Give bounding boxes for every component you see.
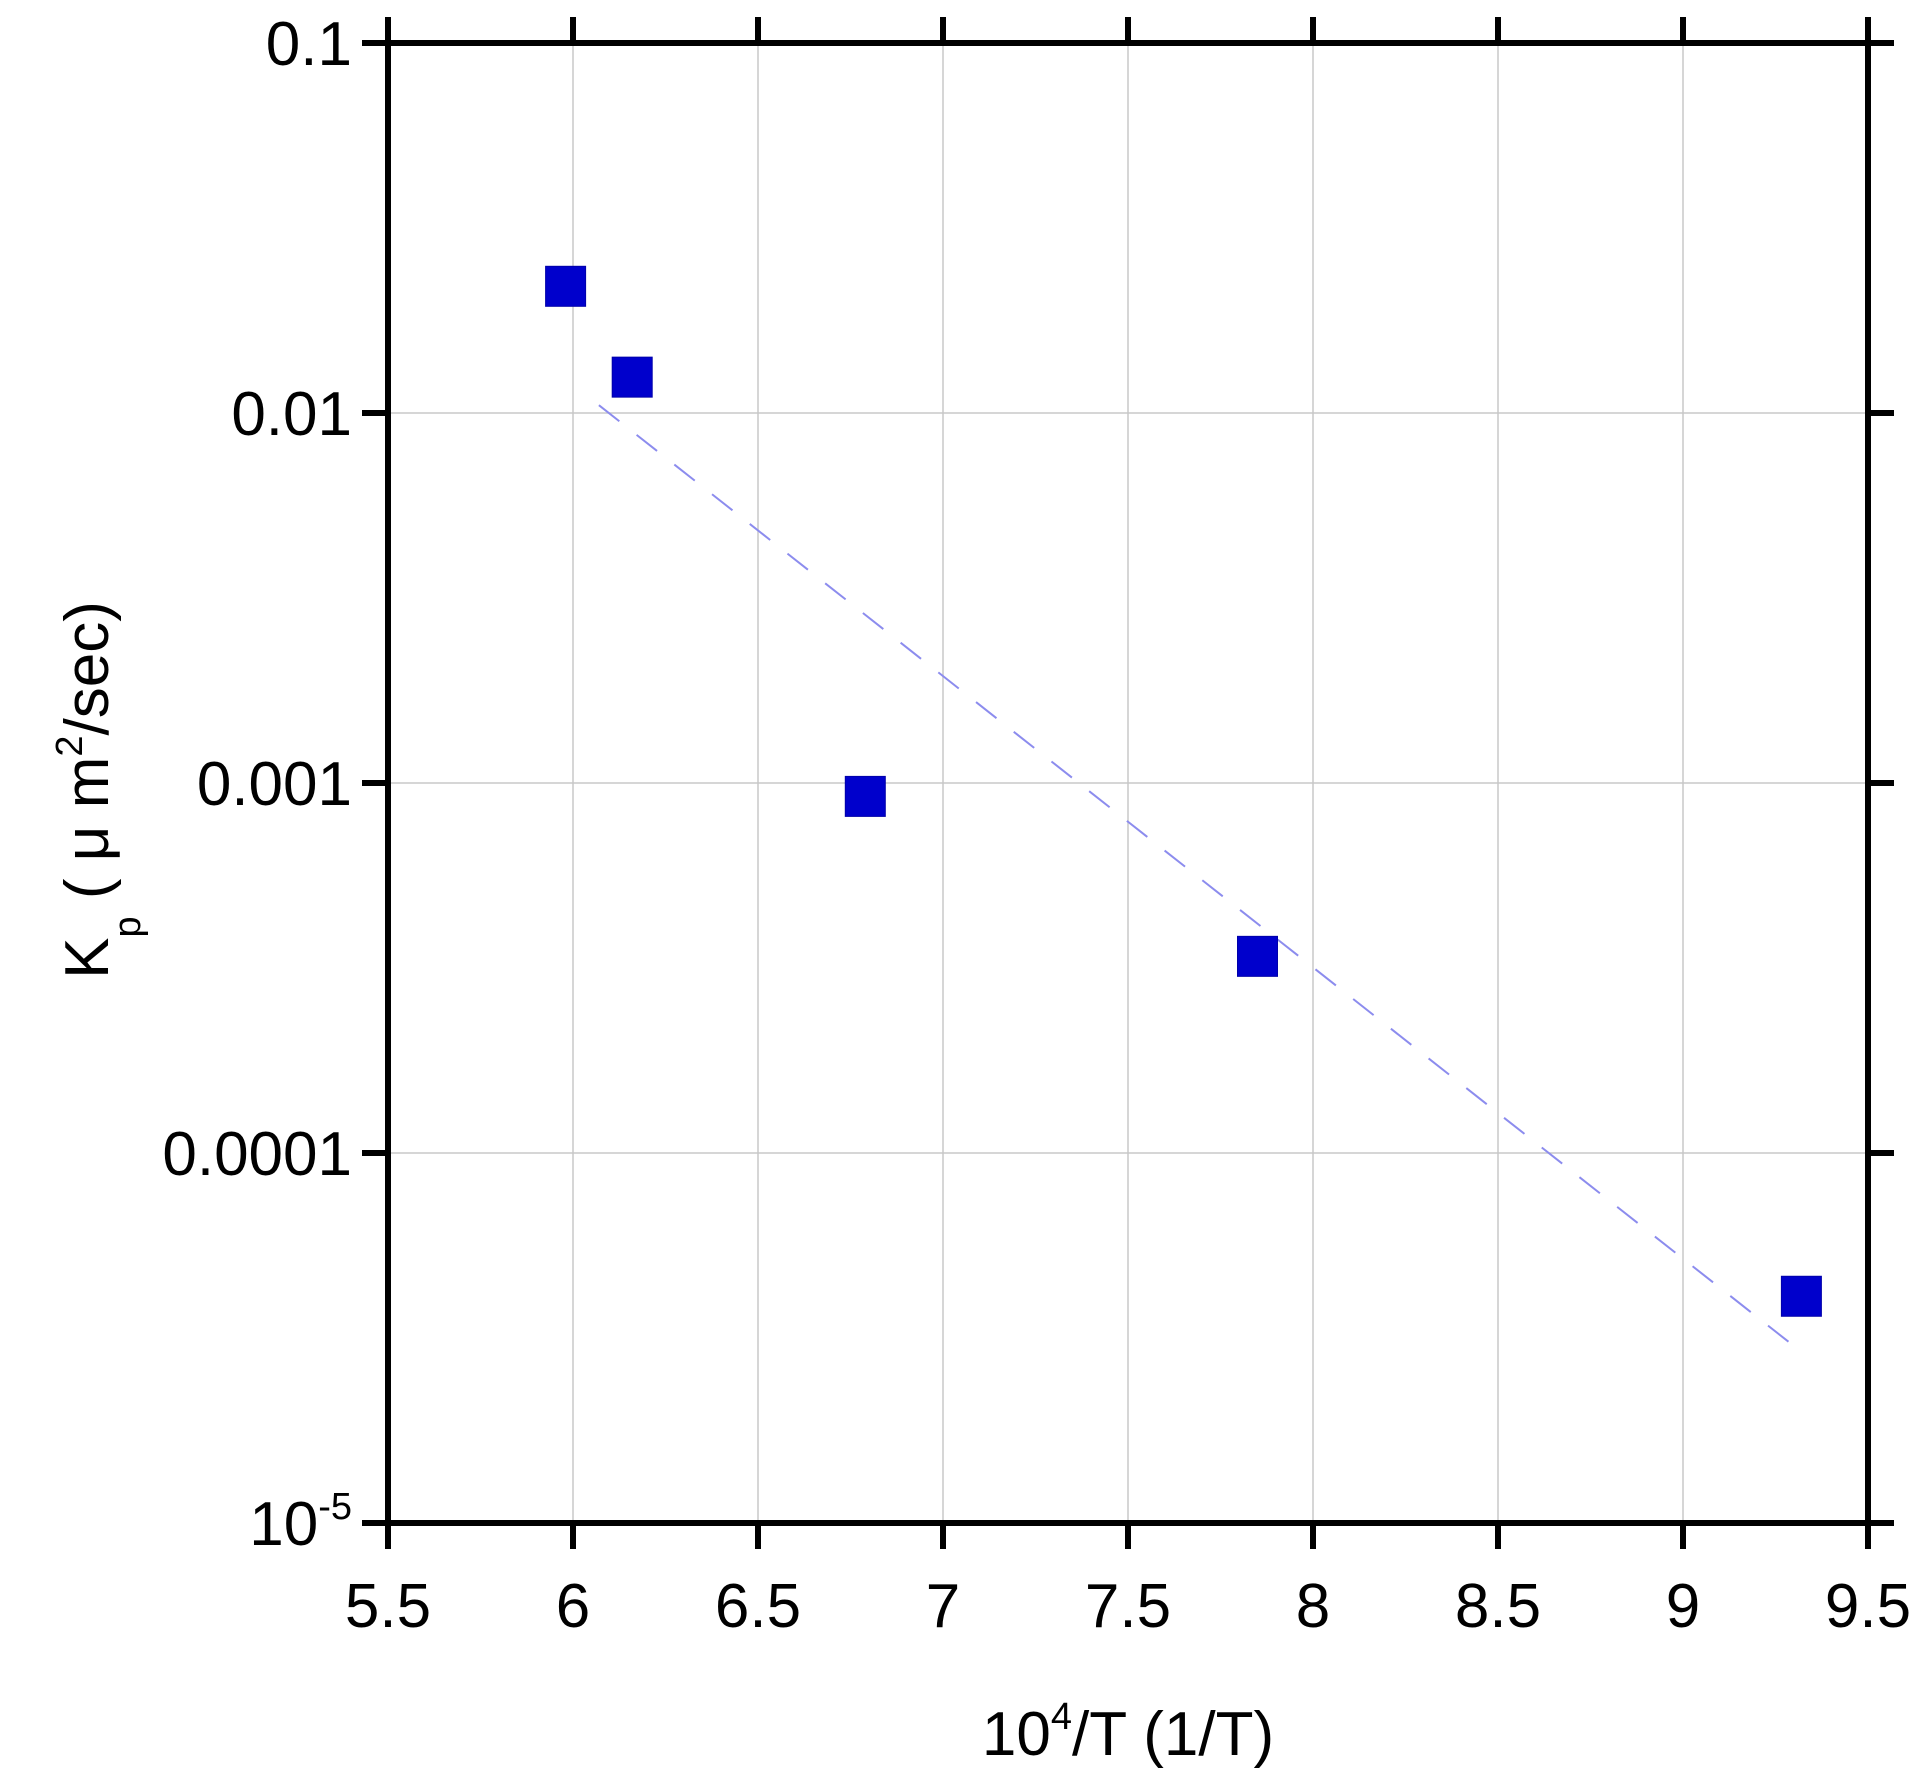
x-tick-label: 6 bbox=[556, 1572, 590, 1641]
x-tick-label: 5.5 bbox=[345, 1572, 431, 1641]
grid-lines bbox=[388, 43, 1868, 1523]
data-point bbox=[844, 775, 886, 817]
axis-ticks bbox=[362, 17, 1894, 1549]
x-axis-title: 104/T (1/T) bbox=[982, 1696, 1274, 1769]
fit-line bbox=[598, 404, 1803, 1353]
y-tick-label: 0.0001 bbox=[162, 1120, 352, 1189]
data-point bbox=[1780, 1275, 1822, 1317]
y-tick-label: 0.01 bbox=[231, 380, 352, 449]
y-axis-title: Kp ( μ m2/sec) bbox=[49, 601, 149, 979]
x-tick-label: 6.5 bbox=[715, 1572, 801, 1641]
data-points bbox=[545, 265, 1822, 1317]
data-point bbox=[1237, 935, 1278, 977]
y-tick-label: 0.001 bbox=[197, 750, 352, 819]
x-tick-label: 9 bbox=[1666, 1572, 1700, 1641]
x-tick-label: 8 bbox=[1296, 1572, 1330, 1641]
x-tick-label: 9.5 bbox=[1825, 1572, 1911, 1641]
data-point bbox=[611, 356, 653, 398]
fit-line-group bbox=[598, 404, 1803, 1353]
data-point bbox=[545, 265, 587, 307]
x-tick-label: 7 bbox=[926, 1572, 960, 1641]
y-tick-label: 0.1 bbox=[266, 10, 352, 79]
x-tick-label: 7.5 bbox=[1085, 1572, 1171, 1641]
x-tick-label: 8.5 bbox=[1455, 1572, 1541, 1641]
y-tick-label: 10-5 bbox=[249, 1486, 352, 1559]
